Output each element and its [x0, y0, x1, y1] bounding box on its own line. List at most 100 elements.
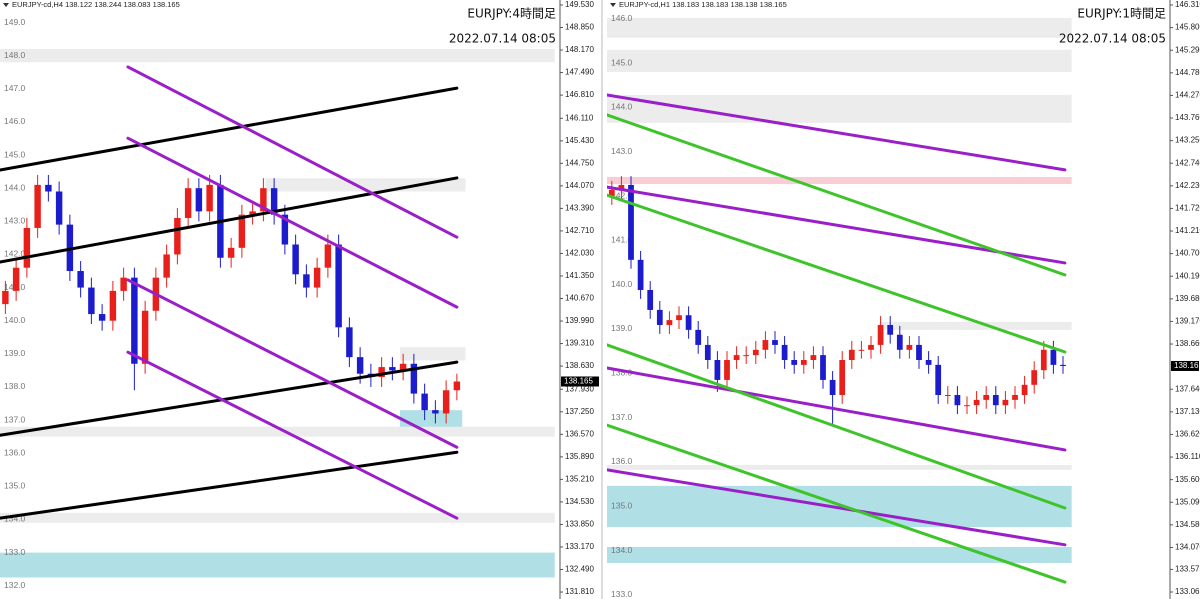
level-label: 133.0	[4, 547, 26, 557]
candle-body	[820, 355, 826, 380]
candle-body	[743, 355, 750, 357]
y-tick-label: 142.740	[1175, 158, 1200, 167]
trendline	[607, 113, 1067, 277]
candle-body	[1040, 349, 1047, 371]
candle-body	[45, 184, 52, 192]
y-tick-label: 146.310	[1175, 0, 1200, 9]
trendline	[0, 86, 459, 172]
candle-body	[695, 329, 702, 345]
chart-header: EURJPY-cd,H1 138.183 138.183 138.138 138…	[619, 0, 787, 9]
menu-triangle	[3, 3, 9, 7]
level-label: 146.0	[4, 116, 26, 126]
level-label: 137.0	[611, 412, 633, 422]
candle-body	[410, 363, 418, 394]
last-price-box	[1171, 360, 1199, 371]
y-tick-label: 133.850	[565, 520, 594, 529]
candle-body	[1002, 399, 1009, 406]
trendline	[607, 468, 1067, 547]
y-tick-label: 143.250	[1175, 136, 1200, 145]
level-label: 142.0	[4, 249, 26, 259]
candle-body	[666, 320, 673, 325]
candle-body	[810, 355, 817, 360]
candle-body	[270, 188, 278, 215]
zone	[265, 178, 466, 192]
candle-body	[877, 324, 884, 345]
y-tick-label: 133.170	[565, 542, 594, 551]
y-tick-label: 144.070	[565, 181, 594, 190]
y-tick-label: 132.490	[565, 565, 594, 574]
level-label: 140.0	[4, 315, 26, 325]
y-tick-label: 133.065	[1175, 587, 1200, 596]
candle-body	[724, 359, 730, 380]
chart-panel: 149.0 148.0 147.0 146.0 145.0 144.0 143.0 142.0…	[0, 0, 599, 599]
candle-body	[120, 277, 127, 291]
zone	[0, 552, 555, 578]
candle-body	[954, 395, 961, 406]
zone	[399, 347, 466, 361]
level-label: 134.0	[611, 545, 633, 555]
y-tick-label: 141.720	[1175, 204, 1200, 213]
candle-body	[141, 310, 149, 364]
last-price-label: 138.165	[564, 377, 593, 386]
candle-body	[733, 355, 740, 360]
candle-body	[800, 359, 807, 365]
y-tick-label: 143.760	[1175, 113, 1200, 122]
y-tick-label: 146.810	[565, 90, 594, 99]
trendline	[607, 366, 1067, 452]
y-tick-label: 137.930	[565, 384, 594, 393]
level-label: 144.0	[4, 182, 26, 192]
candle-body	[791, 359, 798, 365]
y-tick-label: 142.230	[1175, 181, 1200, 190]
level-label: 132.0	[4, 580, 26, 590]
y-tick-label: 148.850	[565, 23, 594, 32]
trendline	[126, 278, 459, 449]
candle-body	[34, 184, 41, 228]
level-label: 138.0	[4, 381, 26, 391]
level-label: 145.0	[4, 149, 26, 159]
level-label: 133.0	[611, 589, 633, 599]
candle-body	[12, 267, 20, 291]
menu-triangle	[610, 3, 616, 7]
candle-body	[163, 254, 170, 278]
candle-body	[206, 184, 213, 212]
candle-body	[281, 214, 289, 245]
candle-body	[1012, 395, 1018, 400]
candle-body	[781, 344, 788, 360]
y-tick-label: 144.780	[1175, 68, 1200, 77]
candle-body	[896, 334, 903, 350]
level-label: 147.0	[4, 83, 26, 93]
y-tick-label: 140.190	[1175, 271, 1200, 280]
candle-body	[238, 214, 246, 248]
candle-body	[356, 357, 364, 374]
annotation: 2022.07.14 08:05	[1059, 32, 1166, 46]
candle-body	[389, 367, 396, 371]
y-tick-label: 148.170	[565, 45, 594, 54]
y-tick-label: 139.680	[1175, 294, 1200, 303]
candle-body	[88, 287, 95, 315]
zone	[607, 49, 1072, 72]
zone	[607, 547, 1072, 563]
y-tick-label: 145.290	[1175, 45, 1200, 54]
y-tick-label: 140.670	[565, 294, 594, 303]
trendline	[607, 343, 1067, 510]
y-tick-label: 141.210	[1175, 226, 1200, 235]
candle-body	[55, 191, 63, 225]
level-label: 144.0	[611, 102, 633, 112]
candle-body	[647, 289, 654, 310]
last-price-box	[561, 376, 599, 387]
candle-body	[983, 395, 990, 400]
candle-body	[925, 359, 932, 365]
candle-body	[935, 364, 942, 396]
candle-body	[23, 227, 31, 268]
candle-body	[1021, 384, 1028, 396]
trendline	[126, 136, 459, 309]
candle-body	[227, 247, 235, 258]
y-tick-label: 139.310	[565, 339, 594, 348]
candle-body	[676, 315, 682, 321]
plot-area: 149.0 148.0 147.0 146.0 145.0 144.0 143.0 142.0…	[0, 17, 555, 590]
candle-body	[260, 188, 267, 212]
annotation: EURJPY:1時間足	[1077, 7, 1166, 21]
candle-body	[195, 188, 203, 212]
y-tick-label: 134.530	[565, 497, 594, 506]
y-tick-label: 137.130	[1175, 407, 1200, 416]
